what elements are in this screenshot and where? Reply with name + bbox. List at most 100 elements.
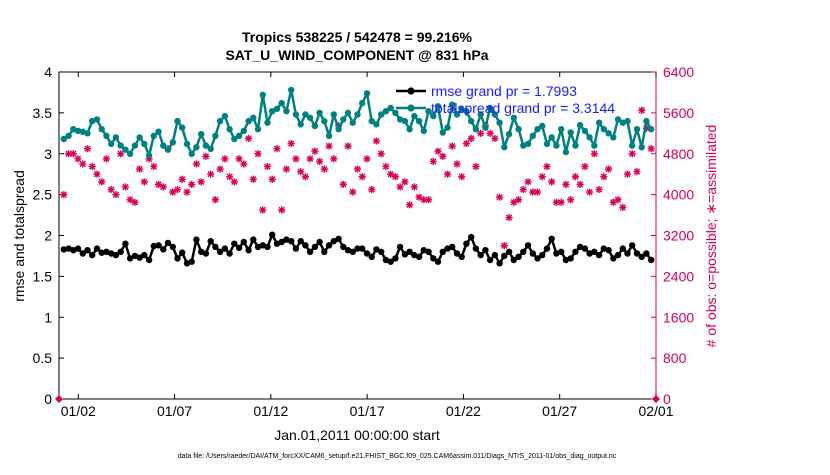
rmse-point xyxy=(226,250,233,257)
obs-assimilated-point xyxy=(439,152,447,160)
rmse-point xyxy=(378,248,385,255)
rmse-point xyxy=(84,247,91,254)
legend-spread-label: totalspread grand pr = 3.3144 xyxy=(431,100,615,116)
obs-assimilated-point xyxy=(415,193,423,201)
chart-title-line1: Tropics 538225 / 542478 = 99.216% xyxy=(242,29,473,45)
rmse-point xyxy=(240,238,247,246)
asterisk-stroke xyxy=(510,199,518,206)
y2-tick-label: 800 xyxy=(663,350,687,366)
x-tick-label: 01/07 xyxy=(157,403,192,419)
obs-assimilated-point xyxy=(486,129,494,137)
obs-assimilated-point xyxy=(131,198,139,206)
obs-assimilated-point xyxy=(358,173,366,181)
rmse-point xyxy=(349,248,356,255)
rmse-point xyxy=(150,242,157,250)
asterisk-stroke xyxy=(349,188,356,196)
totalspread-point xyxy=(316,109,323,117)
obs-assimilated-point xyxy=(112,191,120,199)
obs-assimilated-point xyxy=(292,155,300,163)
totalspread-point xyxy=(259,91,266,99)
totalspread-point xyxy=(610,134,617,141)
asterisk-stroke xyxy=(122,183,129,191)
obs-assimilated-point xyxy=(604,165,613,173)
obs-assimilated-point xyxy=(406,201,414,209)
totalspread-point xyxy=(60,135,67,143)
rmse-point xyxy=(264,243,271,251)
totalspread-point xyxy=(179,124,186,131)
totalspread-point xyxy=(311,122,319,130)
asterisk-stroke xyxy=(539,173,546,180)
obs-assimilated-point xyxy=(74,155,82,163)
asterisk-stroke xyxy=(406,201,413,209)
asterisk-stroke xyxy=(207,170,214,178)
obs-assimilated-point xyxy=(368,185,376,194)
obs-assimilated-point xyxy=(202,152,210,160)
rmse-point xyxy=(411,251,418,259)
asterisk-stroke xyxy=(155,181,162,188)
asterisk-stroke xyxy=(193,160,200,168)
asterisk-stroke xyxy=(396,183,404,191)
totalspread-point xyxy=(98,126,105,133)
totalspread-point xyxy=(482,124,489,131)
totalspread-point xyxy=(586,134,593,141)
asterisk-stroke xyxy=(439,153,446,160)
rmse-point xyxy=(529,250,536,257)
rmse-point xyxy=(231,240,238,247)
rmse-point xyxy=(193,236,200,243)
rmse-point xyxy=(595,251,603,259)
rmse-point xyxy=(576,243,584,251)
rmse-point xyxy=(629,242,636,249)
obs-assimilated-point xyxy=(514,196,523,204)
asterisk-stroke xyxy=(344,142,352,150)
obs-assimilated-point xyxy=(64,150,73,158)
obs-assimilated-point xyxy=(188,180,196,189)
rmse-point xyxy=(425,248,432,255)
asterisk-stroke xyxy=(188,181,195,188)
totalspread-point xyxy=(155,128,162,135)
asterisk-stroke xyxy=(576,181,584,188)
obs-assimilated-point xyxy=(533,188,542,196)
obs-assimilated-point xyxy=(117,150,125,158)
obs-assimilated-point xyxy=(240,160,248,168)
totalspread-point xyxy=(633,126,641,133)
asterisk-stroke xyxy=(107,186,115,193)
obs-assimilated-point xyxy=(496,193,504,201)
totalspread-point xyxy=(449,101,456,108)
y2-tick-label: 5600 xyxy=(663,105,694,121)
asterisk-stroke xyxy=(572,173,579,180)
obs-assimilated-point xyxy=(434,147,442,155)
obs-assimilated-series xyxy=(60,106,655,250)
asterisk-stroke xyxy=(292,155,300,163)
obs-assimilated-point xyxy=(477,129,485,137)
rmse-point xyxy=(415,253,423,260)
asterisk-stroke xyxy=(306,155,314,163)
rmse-point xyxy=(79,250,87,257)
totalspread-point xyxy=(226,126,233,133)
rmse-point xyxy=(330,238,337,245)
asterisk-stroke xyxy=(325,142,333,150)
asterisk-stroke xyxy=(269,176,276,183)
totalspread-point xyxy=(297,121,304,128)
y-tick-label: 2 xyxy=(44,228,52,244)
totalspread-point xyxy=(581,127,589,135)
obs-assimilated-point xyxy=(571,173,579,181)
asterisk-stroke xyxy=(84,145,91,152)
rmse-point xyxy=(648,256,655,264)
y-tick-label: 1.5 xyxy=(33,268,53,284)
totalspread-point xyxy=(84,130,91,137)
y-tick-label: 3 xyxy=(44,146,52,162)
totalspread-point xyxy=(231,135,238,143)
y2-tick-label: 2400 xyxy=(663,268,694,284)
rmse-point xyxy=(155,242,162,249)
rmse-point xyxy=(112,251,120,259)
asterisk-stroke xyxy=(65,150,72,157)
y2-tick-label: 4800 xyxy=(663,146,694,162)
totalspread-point xyxy=(136,134,143,141)
rmse-point xyxy=(534,255,541,262)
obs-assimilated-point xyxy=(173,185,182,194)
totalspread-point xyxy=(591,142,598,149)
totalspread-point xyxy=(174,117,181,125)
asterisk-stroke xyxy=(278,206,285,214)
asterisk-stroke xyxy=(254,150,262,157)
